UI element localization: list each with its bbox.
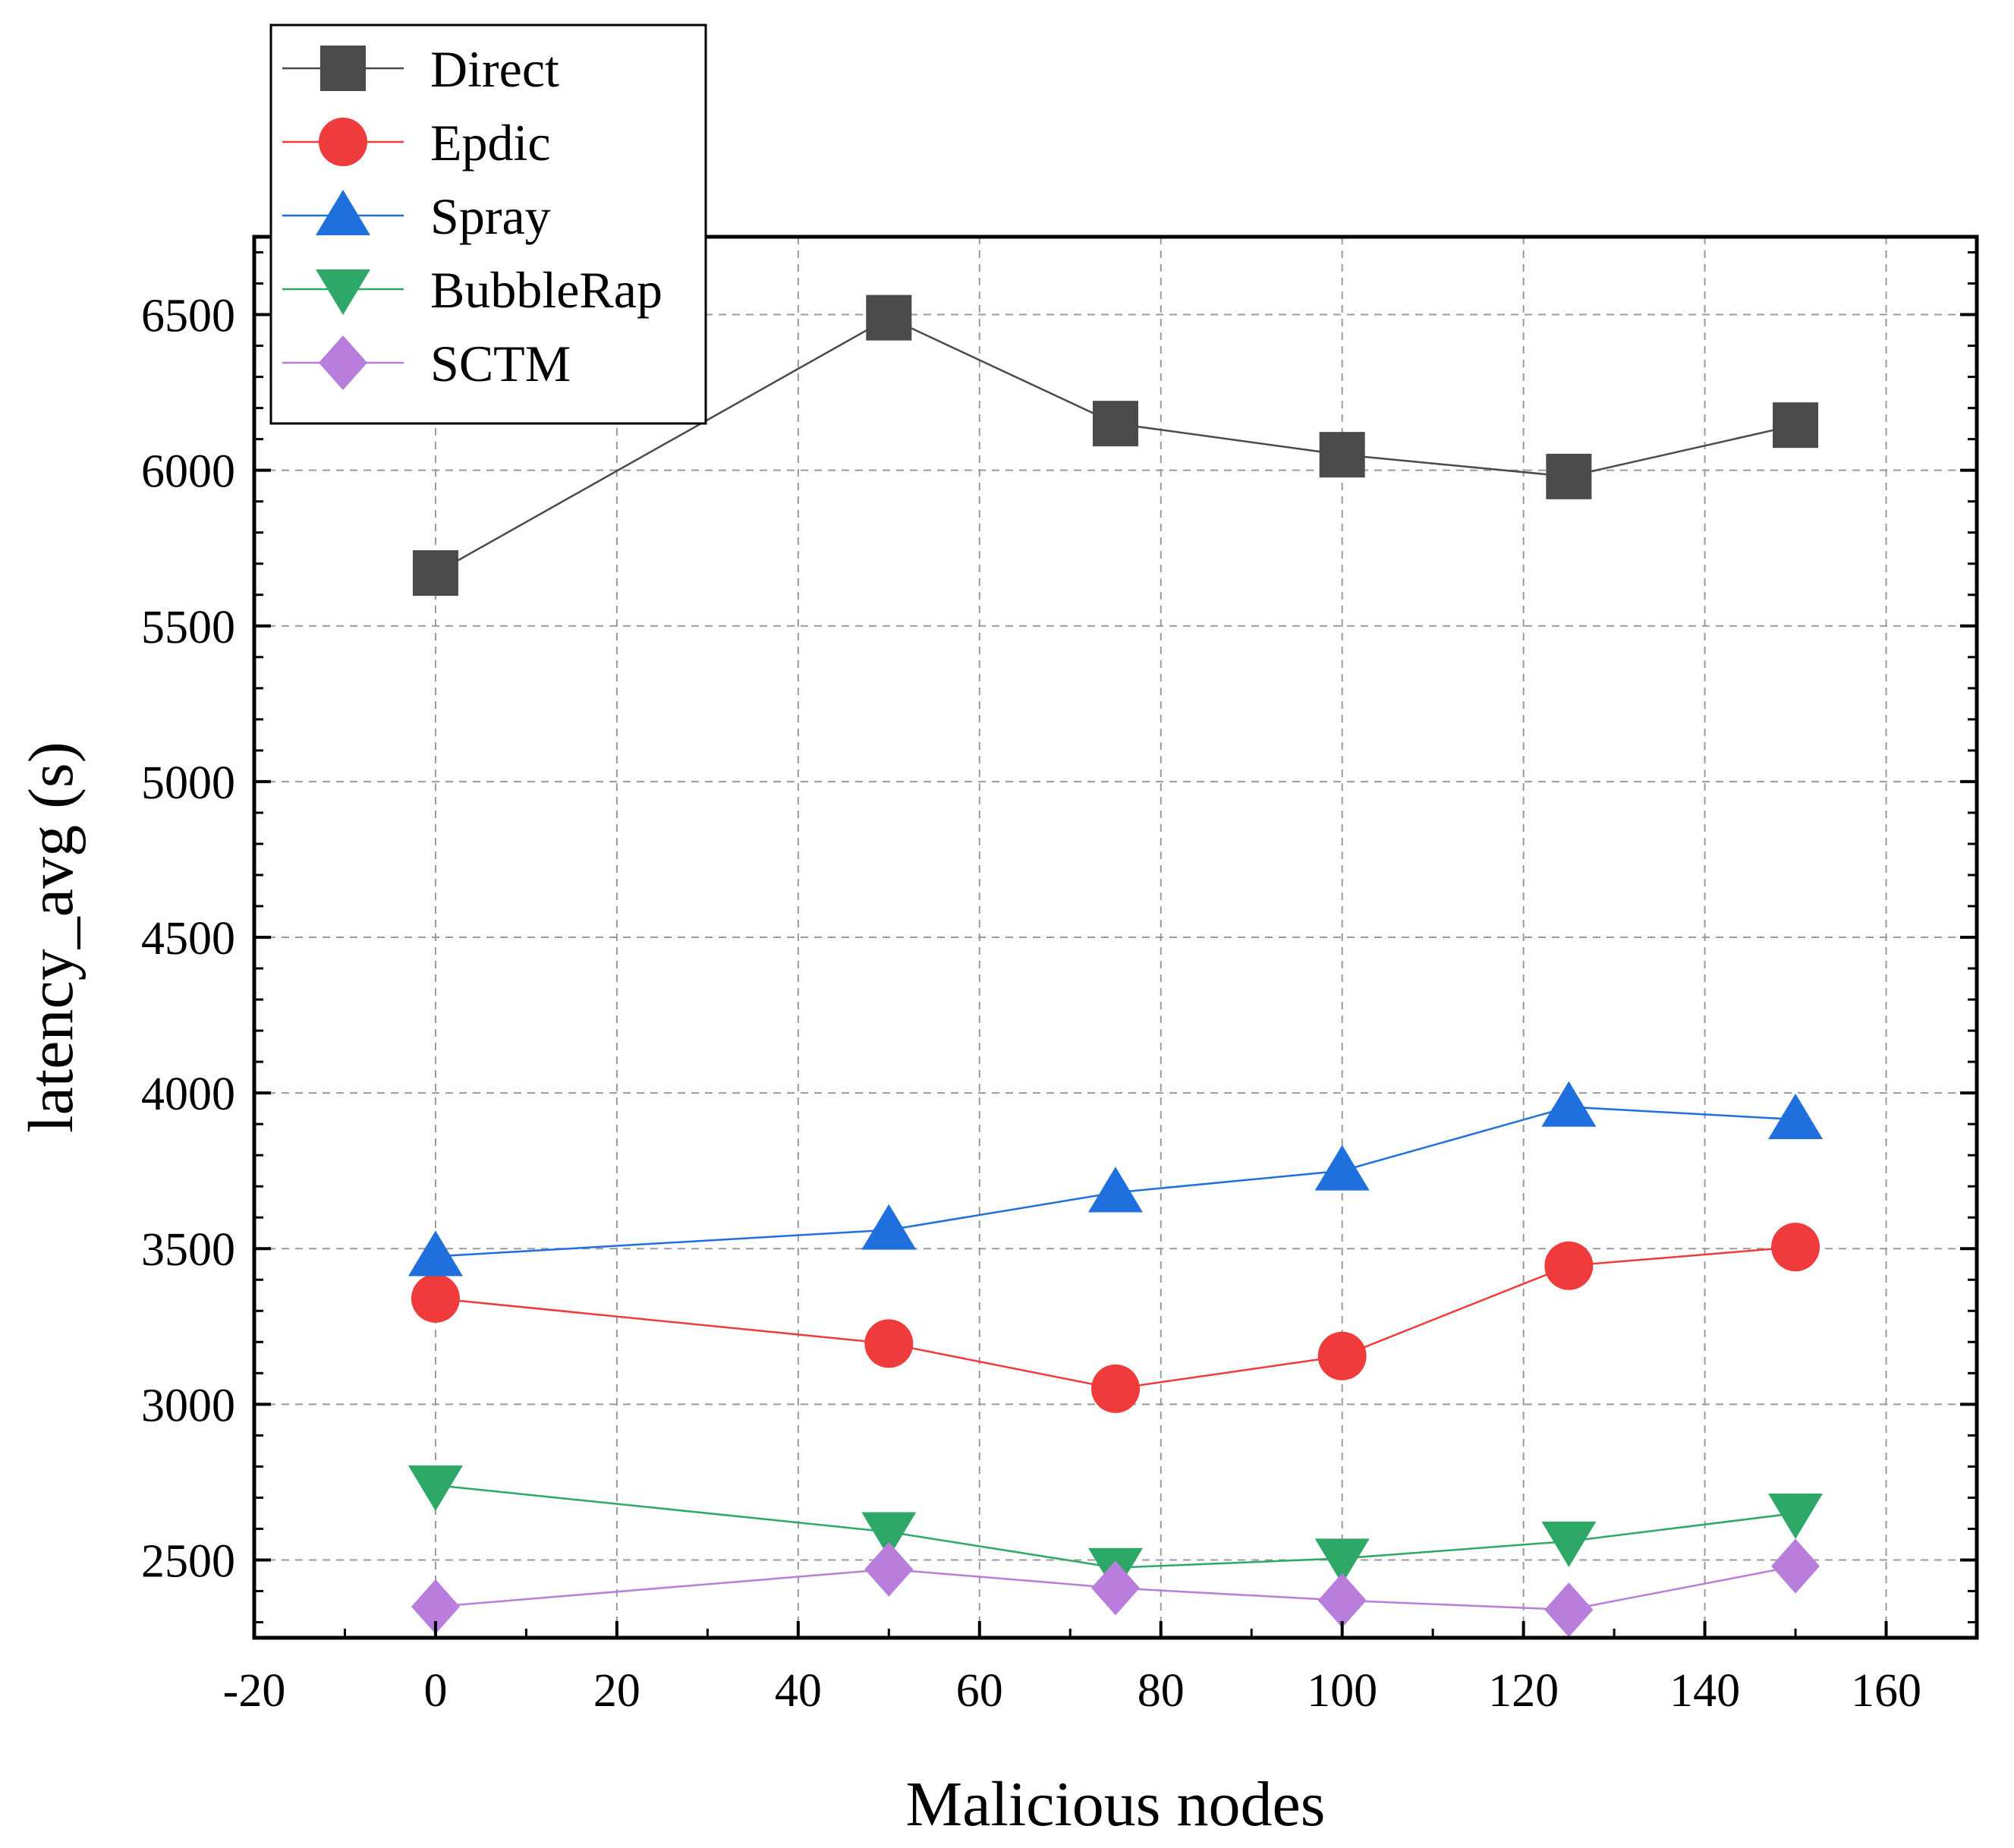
legend-label-sctm: SCTM — [430, 335, 571, 392]
y-axis-title: latency_avg (s) — [16, 741, 87, 1132]
series-line-spray — [435, 1106, 1796, 1258]
y-tick-label: 4500 — [141, 913, 235, 965]
data-point-epdic — [1091, 1364, 1140, 1413]
data-point-sctm — [1544, 1582, 1594, 1638]
series-spray — [408, 1081, 1824, 1277]
data-point-spray — [1768, 1093, 1824, 1139]
y-tick-label: 5000 — [141, 757, 235, 809]
legend: Direct Epdic Spray BubbleRap SCTM — [269, 24, 707, 425]
x-tick-label: 120 — [1488, 1665, 1559, 1717]
x-tick-label: 100 — [1307, 1665, 1377, 1717]
legend-marker-epdic — [319, 118, 367, 166]
series-bubblerap — [408, 1465, 1824, 1594]
legend-label-bubblerap: BubbleRap — [430, 261, 662, 319]
data-point-sctm — [1771, 1538, 1820, 1594]
data-point-direct — [1093, 401, 1138, 447]
x-tick-label: 0 — [423, 1665, 447, 1717]
data-point-epdic — [1317, 1331, 1367, 1380]
data-point-spray — [408, 1230, 463, 1277]
data-point-bubblerap — [861, 1512, 917, 1558]
data-point-spray — [1314, 1144, 1370, 1191]
series-layer — [408, 294, 1824, 1638]
legend-label-epdic: Epdic — [430, 114, 551, 172]
y-tick-label: 2500 — [141, 1535, 235, 1587]
x-tick-label: 160 — [1851, 1665, 1921, 1717]
y-tick-label: 3500 — [141, 1224, 235, 1276]
data-point-bubblerap — [408, 1465, 463, 1511]
y-tick-label: 5500 — [141, 602, 235, 653]
legend-marker-sctm — [319, 335, 367, 390]
x-tick-label: -20 — [223, 1665, 286, 1717]
series-line-sctm — [435, 1565, 1796, 1611]
series-sctm — [411, 1538, 1820, 1638]
legend-marker-bubblerap — [316, 269, 370, 315]
series-line-bubblerap — [435, 1484, 1796, 1569]
axis-ticks: -20 0 20 40 60 80 100 120 140 160 2500 3000 3500 4000… — [141, 251, 1977, 1717]
data-point-epdic — [411, 1273, 460, 1323]
data-point-direct — [412, 550, 458, 597]
data-point-sctm — [864, 1541, 914, 1597]
legend-label-direct: Direct — [430, 40, 559, 98]
y-tick-label: 6000 — [141, 446, 235, 498]
legend-marker-direct — [320, 46, 366, 91]
y-tick-label: 3000 — [141, 1380, 235, 1431]
data-point-epdic — [864, 1319, 914, 1368]
x-tick-label: 140 — [1669, 1665, 1740, 1717]
series-direct — [412, 294, 1819, 597]
series-line-epdic — [435, 1245, 1796, 1390]
data-point-direct — [1319, 432, 1365, 478]
legend-label-spray: Spray — [430, 187, 551, 245]
data-point-spray — [1541, 1081, 1597, 1127]
x-tick-label: 80 — [1138, 1665, 1185, 1717]
data-point-spray — [861, 1204, 917, 1250]
data-point-bubblerap — [1541, 1521, 1597, 1567]
data-point-sctm — [1317, 1573, 1367, 1628]
data-point-bubblerap — [1768, 1493, 1824, 1539]
x-tick-label: 20 — [593, 1665, 640, 1717]
data-point-direct — [866, 294, 912, 341]
series-epdic — [411, 1223, 1820, 1413]
series-line-direct — [435, 316, 1796, 575]
data-point-sctm — [411, 1579, 460, 1634]
legend-marker-spray — [316, 190, 370, 235]
data-point-direct — [1773, 402, 1819, 449]
data-point-sctm — [1091, 1560, 1140, 1616]
data-point-spray — [1088, 1166, 1143, 1213]
data-point-epdic — [1771, 1223, 1820, 1272]
data-point-direct — [1546, 453, 1592, 499]
y-tick-label: 4000 — [141, 1069, 235, 1120]
grid-lines — [254, 237, 1977, 1638]
x-tick-label: 60 — [956, 1665, 1003, 1717]
x-axis-title: Malicious nodes — [906, 1769, 1326, 1840]
x-tick-label: 40 — [775, 1665, 822, 1717]
y-tick-label: 6500 — [141, 291, 235, 342]
data-point-epdic — [1544, 1241, 1594, 1290]
data-point-bubblerap — [1314, 1538, 1370, 1585]
